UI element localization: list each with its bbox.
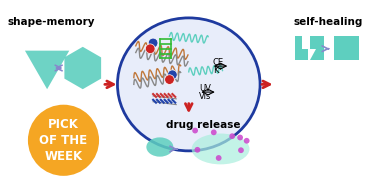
Circle shape: [27, 104, 100, 177]
Circle shape: [168, 70, 177, 80]
Polygon shape: [64, 47, 101, 89]
Text: drug release: drug release: [166, 120, 240, 130]
Ellipse shape: [147, 137, 173, 157]
Circle shape: [238, 147, 244, 153]
Text: shape-memory: shape-memory: [7, 17, 95, 27]
Circle shape: [148, 38, 158, 48]
Text: Vis: Vis: [199, 92, 212, 101]
Polygon shape: [310, 36, 324, 60]
Circle shape: [229, 133, 235, 139]
Ellipse shape: [192, 133, 249, 164]
Circle shape: [244, 138, 250, 144]
Text: K⁺: K⁺: [213, 66, 223, 75]
Text: self-healing: self-healing: [294, 17, 363, 27]
Text: CE: CE: [213, 58, 224, 67]
Polygon shape: [25, 51, 69, 89]
FancyBboxPatch shape: [334, 36, 359, 60]
Circle shape: [211, 129, 217, 135]
Circle shape: [145, 44, 155, 53]
Text: UV: UV: [199, 84, 211, 93]
Circle shape: [195, 147, 200, 153]
Circle shape: [192, 128, 198, 133]
Polygon shape: [295, 36, 308, 60]
Circle shape: [165, 75, 174, 84]
Ellipse shape: [117, 18, 260, 151]
Text: PICK
OF THE
WEEK: PICK OF THE WEEK: [40, 118, 88, 163]
Circle shape: [237, 135, 243, 140]
Circle shape: [216, 155, 222, 161]
